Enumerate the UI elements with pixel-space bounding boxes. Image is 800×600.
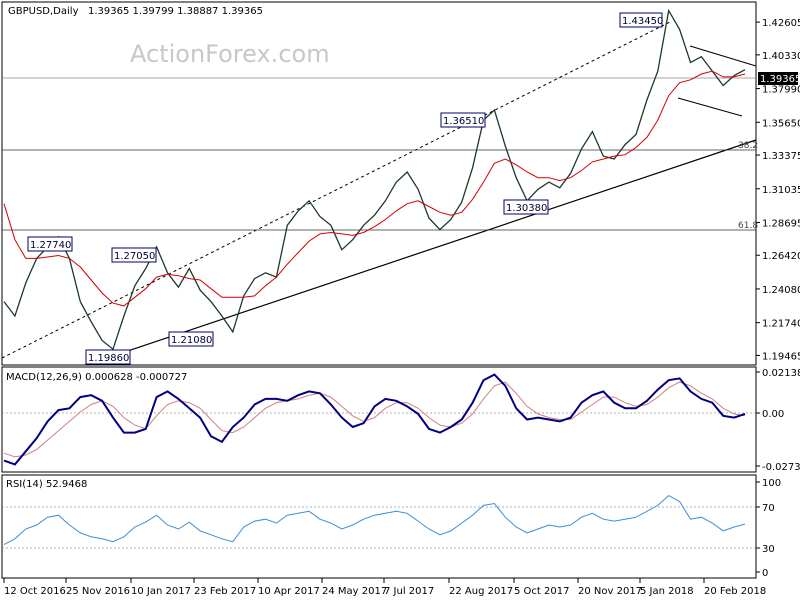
rsi-line <box>3 494 746 546</box>
flag-upper <box>689 45 757 67</box>
current-price-tag <box>758 72 798 85</box>
chart-ohlc: 1.39365 1.39799 1.38887 1.39365 <box>88 6 263 17</box>
macd-y-tick-label: -0.027353 <box>762 462 800 473</box>
x-tick-label: 25 Nov 2016 <box>66 586 130 597</box>
watermark: ActionForex.com <box>130 40 330 68</box>
price-y-tick-label: 1.21740 <box>762 319 800 330</box>
macd-y-tick-label: 0.00 <box>762 409 784 420</box>
x-tick-label: 7 Jul 2017 <box>384 586 434 597</box>
price-y-tick-label: 1.33375 <box>762 151 800 162</box>
price-y-tick-label: 1.40330 <box>762 51 800 62</box>
current-price-label: 1.39365 <box>760 74 800 85</box>
price-panel <box>1 1 757 366</box>
rsi-title: RSI(14) 52.9468 <box>6 479 87 490</box>
macd-y-axis: 0.021384 0.00 -0.027353 <box>756 368 800 473</box>
moving-average-line <box>3 70 746 307</box>
price-y-tick-label: 1.31035 <box>762 185 800 196</box>
macd-line <box>3 373 746 466</box>
annotation-low-oct: 1.30380 <box>506 203 547 214</box>
x-tick-label: 20 Nov 2017 <box>578 586 642 597</box>
price-y-axis: 1.42605 1.40330 1.37990 1.35650 1.33375 1.310… <box>756 18 800 362</box>
flag-lower <box>677 97 743 117</box>
macd-series <box>3 373 746 466</box>
x-tick-label: 12 Oct 2016 <box>4 586 66 597</box>
price-y-tick-label: 1.37990 <box>762 85 800 96</box>
x-tick-label: 10 Jan 2017 <box>131 586 191 597</box>
rsi-y-tick-label: 100 <box>762 478 781 489</box>
price-y-tick-label: 1.42605 <box>762 18 800 29</box>
x-axis: 12 Oct 2016 25 Nov 2016 10 Jan 2017 23 Feb … <box>3 578 766 597</box>
x-tick-label: 22 Aug 2017 <box>449 586 513 597</box>
annotation-high: 1.43450 <box>622 16 663 27</box>
x-tick-label: 5 Oct 2017 <box>514 586 569 597</box>
macd-y-tick-label: 0.021384 <box>762 368 800 379</box>
x-tick-label: 24 May 2017 <box>322 586 387 597</box>
annotation-low-jan: 1.19860 <box>88 353 129 364</box>
rsi-series <box>3 494 746 546</box>
x-tick-label: 20 Feb 2018 <box>704 586 766 597</box>
price-series <box>3 8 746 351</box>
price-line <box>3 8 746 351</box>
rsi-y-tick-label: 0 <box>762 568 768 579</box>
channel-upper-dotted <box>1 21 671 359</box>
price-y-tick-label: 1.26420 <box>762 251 800 262</box>
chart-symbol: GBPUSD,Daily <box>8 6 79 17</box>
overlays <box>1 21 757 549</box>
price-y-tick-label: 1.35650 <box>762 118 800 129</box>
annotation-peak-aug: 1.36510 <box>443 116 484 127</box>
macd-signal-line <box>3 381 746 458</box>
price-y-tick-label: 1.19465 <box>762 351 800 362</box>
macd-title: MACD(12,26,9) 0.000628 -0.000727 <box>6 372 187 383</box>
rsi-y-tick-label: 30 <box>762 544 775 555</box>
annotation-high-dec: 1.27740 <box>30 240 71 251</box>
rsi-y-tick-label: 70 <box>762 503 775 514</box>
channel-lower <box>94 139 757 363</box>
rsi-panel <box>1 474 757 579</box>
x-tick-label: 23 Feb 2017 <box>194 586 256 597</box>
price-y-tick-label: 1.28695 <box>762 218 800 229</box>
price-y-tick-label: 1.24080 <box>762 285 800 296</box>
fib-382-label: 38.2 <box>738 141 758 151</box>
x-tick-label: 5 Jan 2018 <box>640 586 694 597</box>
annotation-high-jan: 1.27050 <box>114 251 155 262</box>
x-tick-label: 10 Apr 2017 <box>258 586 320 597</box>
price-annotations: 1.43450 1.36510 1.30380 1.27740 1.27050 … <box>27 12 663 365</box>
annotation-low-mar: 1.21080 <box>171 335 212 346</box>
fib-618-label: 61.8 <box>738 221 758 231</box>
macd-panel <box>1 366 757 473</box>
rsi-y-axis: 100 70 30 0 <box>756 478 781 579</box>
